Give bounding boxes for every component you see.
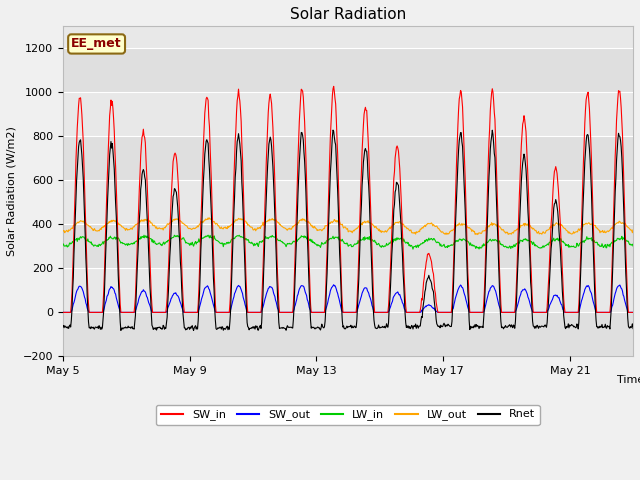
Title: Solar Radiation: Solar Radiation [290,7,406,22]
Bar [63,136,633,180]
Text: EE_met: EE_met [71,37,122,50]
Bar [63,312,633,357]
X-axis label: Time: Time [617,374,640,384]
Y-axis label: Solar Radiation (W/m2): Solar Radiation (W/m2) [7,126,17,256]
Legend: SW_in, SW_out, LW_in, LW_out, Rnet: SW_in, SW_out, LW_in, LW_out, Rnet [156,405,540,425]
Bar [63,48,633,92]
Bar [63,224,633,268]
